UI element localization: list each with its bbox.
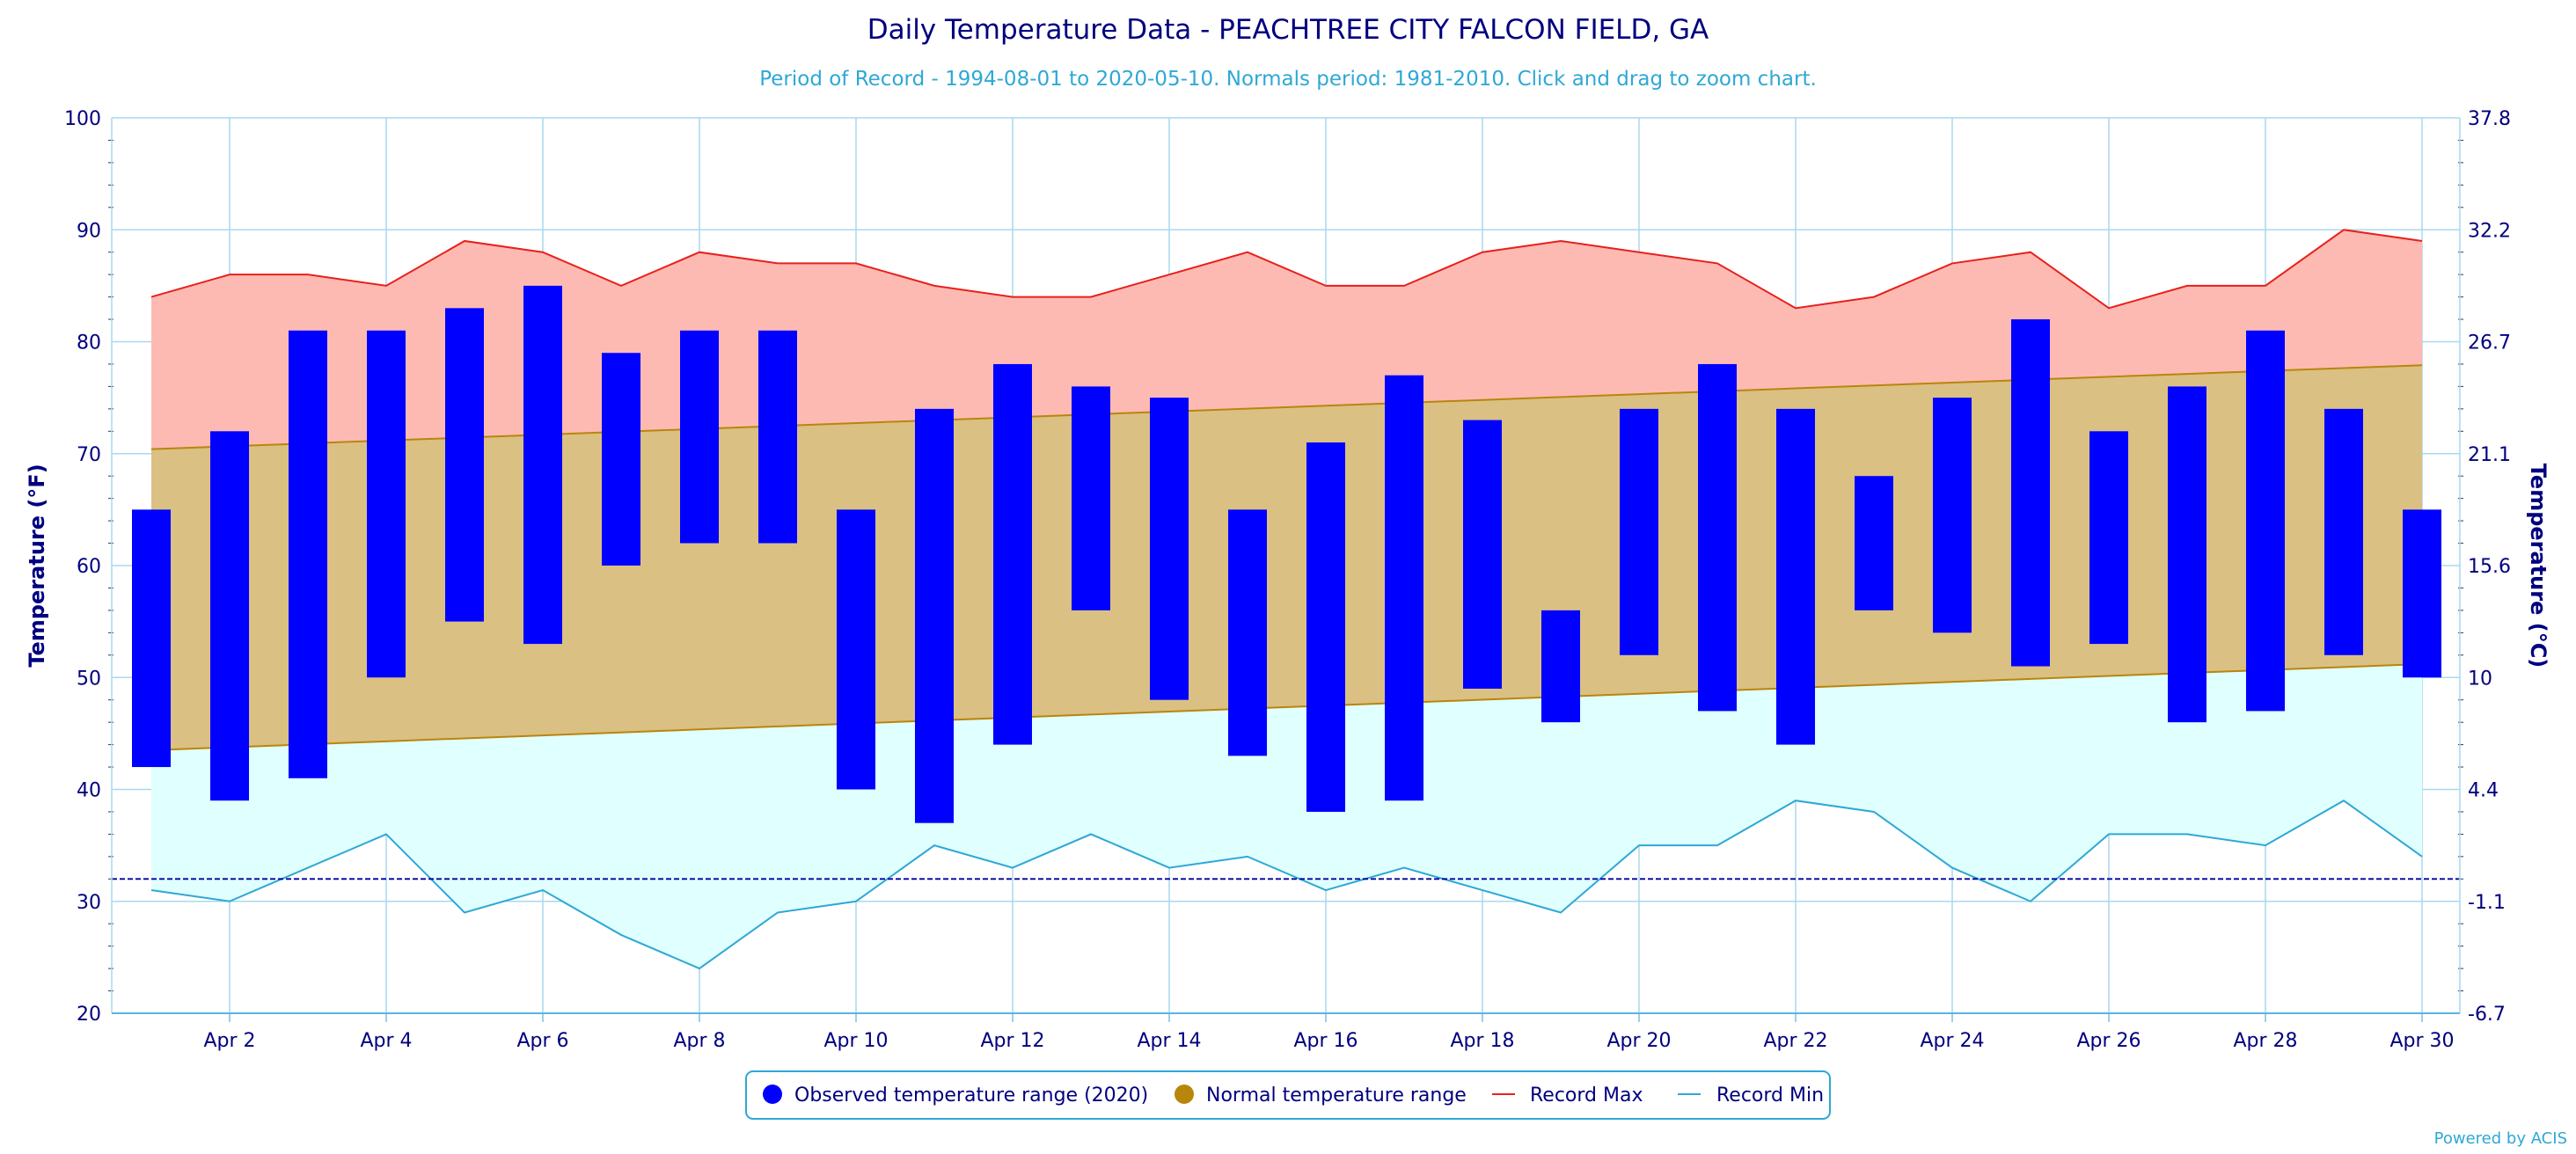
observed-bar[interactable]	[758, 330, 797, 544]
y-tick-label-right: 32.2	[2468, 220, 2511, 242]
normal-low-line	[150, 662, 2423, 751]
y-tick-label-left: 100	[64, 108, 101, 130]
observed-bar[interactable]	[2324, 408, 2363, 655]
observed-bar[interactable]	[1855, 476, 1893, 610]
observed-bar[interactable]	[132, 509, 171, 768]
observed-bar[interactable]	[445, 308, 484, 622]
x-tick-label: Apr 6	[516, 1030, 568, 1052]
legend[interactable]: Observed temperature range (2020) Normal…	[745, 1070, 1831, 1120]
observed-bar[interactable]	[1072, 386, 1110, 610]
y-tick-label-right: -6.7	[2468, 1004, 2506, 1026]
observed-bar[interactable]	[837, 509, 875, 790]
x-tick-label: Apr 18	[1450, 1030, 1514, 1052]
observed-bar[interactable]	[1698, 363, 1737, 712]
record-min-line	[150, 800, 2423, 970]
x-tick-label: Apr 28	[2233, 1030, 2297, 1052]
observed-bar[interactable]	[993, 363, 1032, 745]
chart-subtitle: Period of Record - 1994-08-01 to 2020-05…	[759, 68, 1817, 91]
y-tick-label-left: 40	[77, 780, 101, 802]
y-tick-label-right: 21.1	[2468, 444, 2511, 466]
x-tick-label: Apr 30	[2389, 1030, 2454, 1052]
chart-title: Daily Temperature Data - PEACHTREE CITY …	[867, 14, 1709, 46]
observed-bar[interactable]	[367, 330, 406, 678]
record-max-area	[151, 230, 2422, 449]
x-tick-label: Apr 20	[1606, 1030, 1671, 1052]
y-tick-label-left: 90	[77, 220, 101, 242]
x-tick-label: Apr 12	[980, 1030, 1044, 1052]
x-tick-label: Apr 14	[1137, 1030, 1201, 1052]
observed-bar[interactable]	[1385, 375, 1423, 801]
x-tick-label: Apr 2	[203, 1030, 255, 1052]
y-tick-label-right: 10	[2468, 668, 2492, 690]
observed-bar[interactable]	[1541, 610, 1580, 723]
observed-bar[interactable]	[1228, 509, 1267, 756]
x-tick-label: Apr 8	[673, 1030, 725, 1052]
y-tick-label-left: 80	[77, 332, 101, 354]
observed-bar[interactable]	[1620, 408, 1658, 655]
observed-bar[interactable]	[1776, 408, 1815, 745]
observed-bar[interactable]	[523, 285, 562, 645]
y-tick-label-left: 60	[77, 556, 101, 578]
y-tick-label-left: 70	[77, 444, 101, 466]
legend-item-observed[interactable]: Observed temperature range (2020)	[763, 1085, 1148, 1107]
legend-box	[745, 1070, 1831, 1120]
y-tick-label-left: 50	[77, 668, 101, 690]
legend-symbol-normal	[1175, 1085, 1194, 1104]
record-max-line	[150, 229, 2423, 310]
observed-bar[interactable]	[680, 330, 719, 544]
x-tick-label: Apr 16	[1293, 1030, 1358, 1052]
y-tick-label-right: 26.7	[2468, 332, 2511, 354]
x-tick-label: Apr 4	[360, 1030, 412, 1052]
observed-bar[interactable]	[1150, 398, 1189, 700]
observed-bar[interactable]	[2246, 330, 2285, 712]
observed-bar[interactable]	[1933, 398, 1972, 633]
y-tick-label-right: 37.8	[2468, 108, 2511, 130]
legend-label-record-min: Record Min	[1716, 1085, 1824, 1107]
observed-bars[interactable]	[132, 285, 2441, 823]
observed-bar[interactable]	[2089, 431, 2128, 645]
observed-bar[interactable]	[1463, 420, 1502, 689]
legend-label-observed: Observed temperature range (2020)	[794, 1085, 1148, 1107]
observed-bar[interactable]	[1306, 442, 1345, 812]
legend-item-record-max[interactable]: Record Max	[1492, 1085, 1643, 1107]
y-axis-title-left: Temperature (°F)	[25, 464, 49, 667]
observed-bar[interactable]	[915, 408, 954, 823]
legend-item-record-min[interactable]: Record Min	[1678, 1085, 1824, 1107]
legend-label-record-max: Record Max	[1530, 1085, 1643, 1107]
x-tick-label: Apr 24	[1920, 1030, 1984, 1052]
observed-bar[interactable]	[2011, 319, 2050, 667]
x-tick-label: Apr 22	[1763, 1030, 1827, 1052]
y-axis-title-right: Temperature (°C)	[2526, 464, 2550, 668]
credit-text[interactable]: Powered by ACIS	[2434, 1129, 2567, 1148]
axes: 100 37.8 90 32.2 80 26.7 70 21.1 60 15.6 50 10 40 4.4…	[64, 108, 2511, 1052]
legend-symbol-observed	[763, 1085, 782, 1104]
legend-item-normal[interactable]: Normal temperature range	[1175, 1085, 1467, 1107]
area-layers	[112, 229, 2460, 970]
y-tick-label-left: 30	[77, 892, 101, 914]
y-tick-label-left: 20	[77, 1004, 101, 1026]
observed-bar[interactable]	[2403, 509, 2441, 678]
x-tick-label: Apr 26	[2076, 1030, 2141, 1052]
legend-label-normal: Normal temperature range	[1206, 1085, 1467, 1107]
y-tick-label-right: 15.6	[2468, 556, 2511, 578]
observed-bar[interactable]	[210, 431, 249, 801]
y-tick-label-right: -1.1	[2468, 892, 2506, 914]
y-tick-label-right: 4.4	[2468, 780, 2499, 802]
record-min-area	[151, 663, 2422, 969]
x-tick-label: Apr 10	[823, 1030, 888, 1052]
normal-range-area	[151, 365, 2422, 750]
observed-bar[interactable]	[602, 353, 640, 566]
observed-bar[interactable]	[2168, 386, 2206, 723]
observed-bar[interactable]	[289, 330, 327, 778]
